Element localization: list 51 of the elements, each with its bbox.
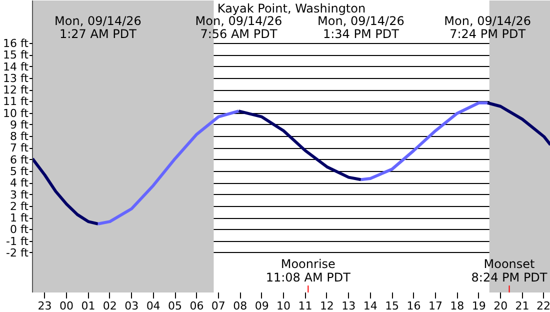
annotation: Mon, 09/14/26 7:56 AM PDT xyxy=(195,14,282,42)
y-tick-label: -2 ft xyxy=(6,246,30,260)
y-tick-label: 15 ft xyxy=(3,48,30,62)
y-tick-label: 8 ft xyxy=(10,130,30,144)
x-tick-label: 14 xyxy=(363,300,378,312)
x-tick-label: 13 xyxy=(342,300,356,312)
y-tick-label: 1 ft xyxy=(10,212,30,225)
x-tick-label: 19 xyxy=(472,300,486,312)
annotation: Mon, 09/14/26 1:34 PM PDT xyxy=(318,14,404,42)
ref-line-label: Moonrise 11:08 AM PDT xyxy=(266,257,352,284)
x-tick-label: 02 xyxy=(102,300,117,312)
x-tick-label: 07 xyxy=(211,300,226,312)
x-tick-label: 22 xyxy=(536,300,550,312)
y-tick-label: 2 ft xyxy=(10,200,30,213)
x-tick-label: 04 xyxy=(146,300,160,312)
y-tick-label: 16 ft xyxy=(3,37,30,50)
y-tick-label: 3 ft xyxy=(10,188,30,202)
x-tick-label: 12 xyxy=(320,300,334,312)
x-tick-label: 03 xyxy=(124,300,139,312)
x-tick-label: 08 xyxy=(233,300,248,312)
x-tick-label: 18 xyxy=(450,300,464,312)
x-tick-label: 23 xyxy=(38,300,52,312)
ref-line-label: Moonset 8:24 PM PDT xyxy=(471,257,548,284)
y-tick-label: 12 ft xyxy=(3,84,30,97)
y-tick-label: 7 ft xyxy=(10,142,30,155)
chart-title: Kayak Point, Washington xyxy=(217,2,366,16)
x-tick-label: 15 xyxy=(385,300,400,312)
y-tick-label: 13 ft xyxy=(3,72,30,85)
y-tick-label: 6 ft xyxy=(10,153,30,166)
x-tick-label: 10 xyxy=(276,300,291,312)
x-tick-label: 06 xyxy=(190,300,204,312)
y-tick-label: 11 ft xyxy=(3,95,30,108)
y-tick-label: 5 ft xyxy=(10,165,30,178)
x-tick-label: 11 xyxy=(298,300,312,312)
x-tick-label: 20 xyxy=(494,300,508,312)
x-tick-label: 17 xyxy=(428,300,442,312)
line-series xyxy=(32,157,100,226)
x-tick-label: 05 xyxy=(168,300,182,312)
y-tick-label: -1 ft xyxy=(6,234,30,248)
annotation: Mon, 09/14/26 1:27 AM PDT xyxy=(54,14,142,42)
y-tick-label: 4 ft xyxy=(10,176,30,190)
x-tick-label: 16 xyxy=(406,300,421,312)
x-tick-label: 21 xyxy=(515,300,530,312)
annotation: Mon, 09/14/26 7:24 PM PDT xyxy=(444,14,531,42)
y-tick-label: 9 ft xyxy=(10,118,30,132)
y-tick-label: 10 ft xyxy=(3,106,30,120)
y-tick-label: 0 ft xyxy=(10,223,30,236)
x-tick-label: 00 xyxy=(60,300,74,312)
x-tick-label: 01 xyxy=(81,300,96,312)
x-tick-label: 09 xyxy=(254,300,269,312)
y-tick-label: 14 ft xyxy=(3,60,30,74)
